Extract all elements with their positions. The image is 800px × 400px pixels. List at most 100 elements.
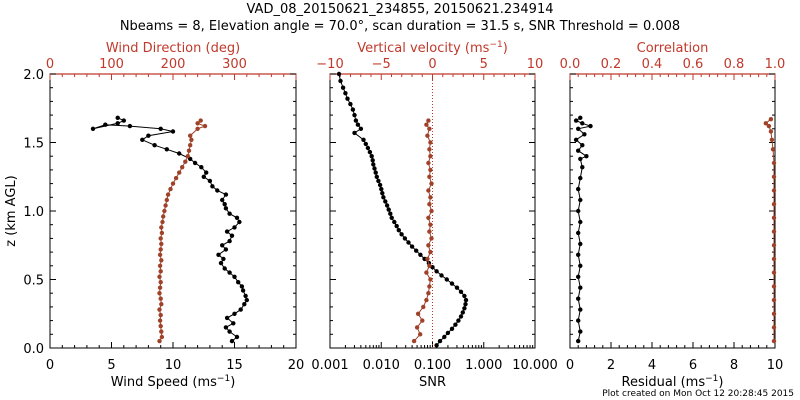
plot-created-footer: Plot created on Mon Oct 12 20:28:45 2015 xyxy=(602,389,794,399)
x-bottom-tick-label: 10 xyxy=(165,358,182,373)
data-point-wind-speed xyxy=(192,160,198,166)
data-point-wind-direction xyxy=(186,148,192,153)
data-point-snr xyxy=(406,240,411,245)
data-point-wind-direction xyxy=(168,186,173,192)
x-top-tick-label: 1.0 xyxy=(765,57,786,72)
data-point-correlation xyxy=(768,117,774,122)
data-point-snr xyxy=(369,154,374,159)
data-point-wind-speed xyxy=(223,247,229,252)
x-bottom-tick-label: 15 xyxy=(226,358,243,373)
data-point-wind-direction xyxy=(158,312,163,318)
data-point-wind-direction xyxy=(158,296,163,301)
data-point-wind-direction xyxy=(157,291,162,296)
data-point-snr xyxy=(456,318,461,323)
data-point-snr xyxy=(343,91,348,96)
x-bottom-tick-label: 6 xyxy=(689,358,697,373)
data-point-snr xyxy=(462,293,467,299)
data-point-wind-direction xyxy=(164,197,169,203)
data-point-vertical-velocity xyxy=(428,222,433,227)
x-bottom-tick-label: 1.000 xyxy=(465,358,502,373)
data-point-residual xyxy=(578,285,583,290)
data-point-correlation xyxy=(771,188,777,193)
data-point-correlation xyxy=(771,297,777,303)
data-point-vertical-velocity xyxy=(420,318,425,323)
data-point-wind-speed xyxy=(158,126,163,131)
data-point-vertical-velocity xyxy=(427,284,432,289)
data-point-wind-speed xyxy=(231,321,236,326)
x-top-axis-label: Correlation xyxy=(637,41,709,56)
data-point-wind-speed xyxy=(242,302,247,307)
data-point-vertical-velocity xyxy=(426,188,431,193)
data-point-vertical-velocity xyxy=(425,133,430,138)
x-top-tick-label: 10 xyxy=(527,57,544,72)
data-point-wind-speed xyxy=(224,229,230,234)
data-point-wind-speed xyxy=(220,243,225,248)
data-point-residual xyxy=(576,208,581,214)
data-point-correlation xyxy=(771,160,777,166)
data-point-snr xyxy=(414,248,419,253)
data-point-vertical-velocity xyxy=(429,208,434,214)
figure-title-line2: Nbeams = 8, Elevation angle = 70.0°, sca… xyxy=(120,19,680,34)
x-top-axis-label: Wind Direction (deg) xyxy=(106,41,240,56)
x-top-axis-label: Vertical velocity (ms−1) xyxy=(357,40,508,56)
data-point-wind-direction xyxy=(165,192,171,197)
data-point-wind-direction xyxy=(159,329,164,334)
data-point-snr xyxy=(449,281,455,286)
data-point-wind-speed xyxy=(90,126,96,131)
data-point-snr xyxy=(372,166,377,171)
x-top-tick-label: 0.0 xyxy=(560,57,581,72)
data-point-residual xyxy=(576,338,581,344)
data-point-wind-speed xyxy=(103,122,108,127)
y-tick-label: 1.5 xyxy=(23,137,44,152)
data-point-snr xyxy=(338,78,343,84)
data-point-residual xyxy=(578,156,583,162)
x-top-tick-label: 0.2 xyxy=(601,57,622,72)
data-point-snr xyxy=(379,186,384,192)
data-point-snr xyxy=(380,191,385,196)
x-bottom-tick-label: 4 xyxy=(648,358,656,373)
data-point-vertical-velocity xyxy=(421,304,426,310)
data-point-snr xyxy=(454,285,460,290)
data-point-snr xyxy=(388,211,393,216)
data-point-wind-speed xyxy=(232,311,237,316)
data-point-wind-speed xyxy=(237,219,242,225)
x-top-tick-label: 300 xyxy=(222,57,247,72)
x-bottom-tick-label: 10 xyxy=(767,358,784,373)
data-point-vertical-velocity xyxy=(428,154,433,159)
data-point-wind-direction xyxy=(159,230,165,236)
data-point-wind-speed xyxy=(220,197,225,203)
data-point-snr xyxy=(361,137,366,142)
data-point-correlation xyxy=(763,121,768,126)
data-point-wind-speed xyxy=(222,266,227,271)
data-point-snr xyxy=(355,122,361,127)
data-point-residual xyxy=(578,329,583,334)
data-point-wind-speed xyxy=(218,260,224,266)
data-point-vertical-velocity xyxy=(427,263,432,268)
data-point-residual xyxy=(576,296,581,301)
x-bottom-tick-label: 0.001 xyxy=(311,358,348,373)
data-point-wind-speed xyxy=(210,184,215,189)
data-point-residual xyxy=(573,118,579,123)
data-point-residual xyxy=(576,148,581,153)
data-point-residual xyxy=(576,186,581,192)
x-bottom-tick-label: 2 xyxy=(607,358,615,373)
data-point-wind-direction xyxy=(159,241,164,247)
data-point-wind-speed xyxy=(229,233,235,238)
data-point-wind-direction xyxy=(185,154,190,159)
data-point-correlation xyxy=(771,311,777,316)
data-point-snr xyxy=(463,302,468,307)
data-point-wind-direction xyxy=(159,225,164,230)
data-point-wind-direction xyxy=(157,338,162,344)
x-top-tick-label: −5 xyxy=(372,57,391,72)
data-point-wind-direction xyxy=(157,285,163,290)
data-point-wind-speed xyxy=(234,334,240,340)
data-point-vertical-velocity xyxy=(426,215,431,220)
data-point-wind-speed xyxy=(152,143,157,148)
data-point-wind-speed xyxy=(227,211,232,216)
data-point-wind-speed xyxy=(199,165,204,170)
data-point-residual xyxy=(573,137,579,142)
figure-title-line1: VAD_08_20150621_234855, 20150621.234914 xyxy=(247,2,554,17)
